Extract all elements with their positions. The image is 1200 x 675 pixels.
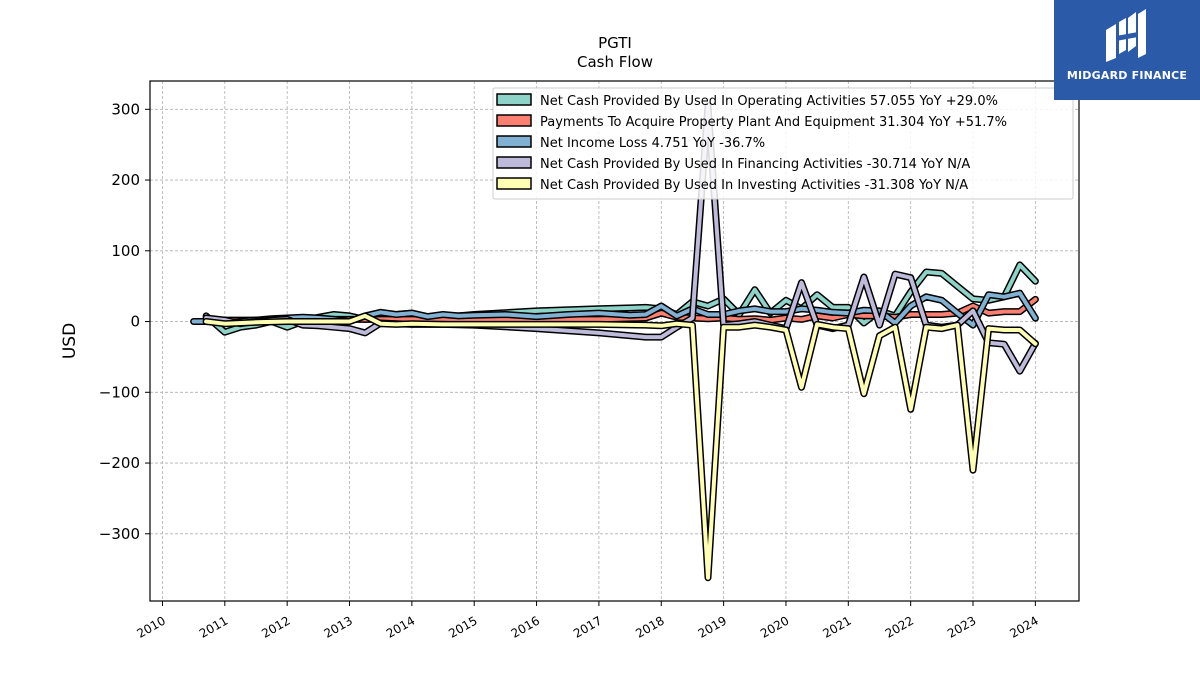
mf-monogram-icon [1106,9,1146,62]
x-tick-label: 2024 [1007,613,1040,640]
y-tick-label: 200 [111,171,140,189]
series-stroke [204,313,1038,580]
y-axis: −300 −200 −100 0 100 200 300 [99,100,150,543]
x-tick-label: 2014 [384,613,417,640]
legend-entry: Net Cash Provided By Used In Investing A… [540,178,968,193]
x-tick-label: 2022 [883,613,916,640]
logo-text: MIDGARD FINANCE [1066,69,1188,82]
midgard-finance-logo: MIDGARD FINANCE [1054,0,1200,100]
x-tick-label: 2015 [446,613,479,640]
legend: Net Cash Provided By Used In Operating A… [492,87,1074,200]
series-line-5 [202,312,1039,582]
y-tick-label: −300 [99,525,140,543]
x-tick-label: 2011 [197,613,230,640]
x-tick-label: 2020 [758,613,791,640]
y-tick-label: −200 [99,454,140,472]
y-tick-label: 0 [130,313,140,331]
x-tick-label: 2013 [322,613,355,640]
x-tick-label: 2012 [259,613,292,640]
legend-swatch [496,93,532,106]
series-layer [190,102,1039,582]
x-tick-label: 2017 [571,613,604,640]
legend-swatch [496,156,532,169]
legend-swatch [496,135,532,148]
chart-subtitle: Cash Flow [577,53,653,71]
x-tick-label: 2018 [633,613,666,640]
series-line-4 [202,102,1039,375]
x-axis: 2010 2011 2012 2013 2014 2015 2016 2017 2018 2019… [135,601,1041,641]
legend-swatch [496,114,532,127]
legend-entry: Net Cash Provided By Used In Operating A… [540,94,998,109]
x-tick-label: 2016 [509,613,542,640]
x-tick-label: 2023 [945,613,978,640]
y-tick-label: 300 [111,100,140,118]
plot-frame [149,80,1080,602]
y-axis-label: USD [60,323,80,359]
y-tick-label: −100 [99,383,140,401]
y-tick-label: 100 [111,242,140,260]
legend-box [492,87,1074,200]
x-tick-label: 2021 [820,613,853,640]
series-stroke [204,103,1038,374]
legend-entry: Net Cash Provided By Used In Financing A… [540,157,970,172]
x-tick-label: 2019 [696,613,729,640]
legend-swatch [496,177,532,190]
legend-entry: Payments To Acquire Property Plant And E… [540,115,1007,130]
legend-entry: Net Income Loss 4.751 YoY -36.7% [540,136,765,151]
x-tick-label: 2010 [135,613,168,640]
chart-title: PGTI [598,34,632,52]
